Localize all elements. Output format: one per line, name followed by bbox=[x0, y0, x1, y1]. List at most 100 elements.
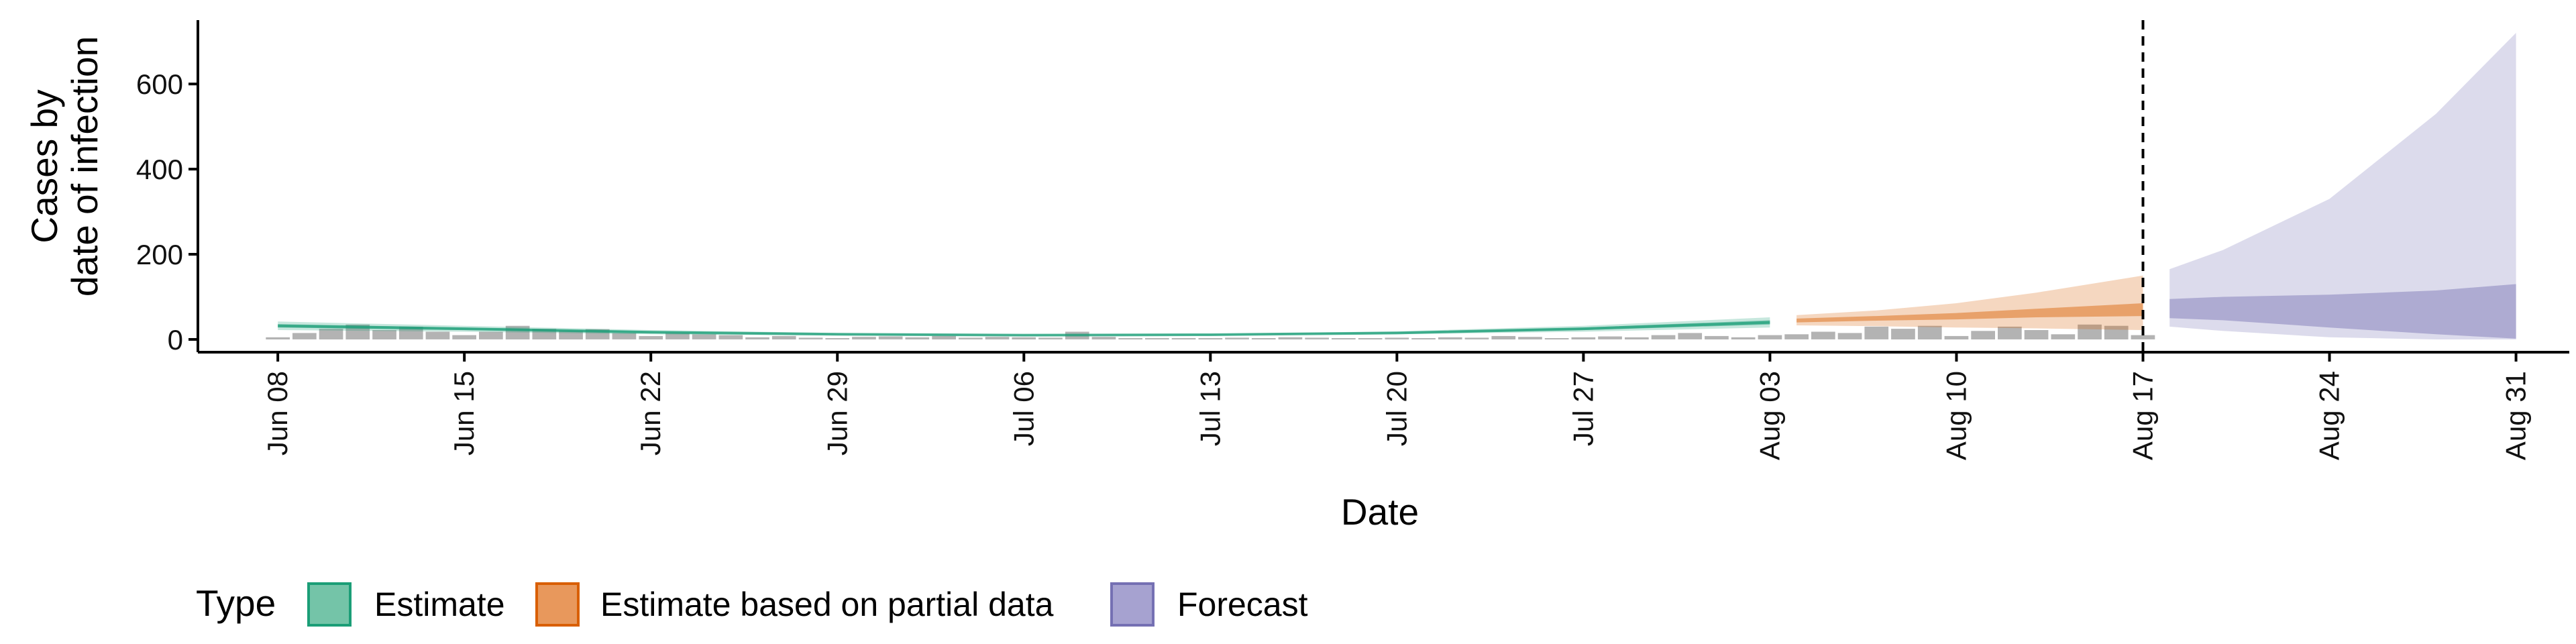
case-bar-2020-08-04 bbox=[1784, 334, 1809, 339]
x-tick-label-2020-06-22: Jun 22 bbox=[635, 371, 666, 455]
partial-band-90 bbox=[1796, 275, 2143, 330]
legend-item-estimate: Estimate bbox=[307, 582, 505, 627]
case-bar-2020-07-28 bbox=[1598, 336, 1622, 339]
case-bar-2020-07-20 bbox=[1385, 337, 1409, 339]
y-tick-label-0: 0 bbox=[168, 324, 183, 356]
case-bar-2020-06-13 bbox=[398, 326, 423, 339]
case-bar-2020-07-05 bbox=[985, 337, 1010, 339]
x-tick-label-2020-08-17: Aug 17 bbox=[2127, 371, 2159, 460]
x-tick-label-2020-08-03: Aug 03 bbox=[1754, 371, 1785, 460]
legend-label-forecast: Forecast bbox=[1177, 586, 1308, 623]
case-bar-2020-07-30 bbox=[1651, 335, 1676, 339]
x-tick-label-2020-07-27: Jul 27 bbox=[1567, 371, 1599, 446]
legend-item-forecast: Forecast bbox=[1110, 582, 1308, 627]
case-bar-2020-07-22 bbox=[1438, 337, 1462, 339]
case-bar-2020-06-27 bbox=[771, 335, 796, 339]
case-bar-2020-06-26 bbox=[745, 337, 769, 339]
case-bar-2020-07-18 bbox=[1332, 338, 1356, 339]
case-bar-2020-08-08 bbox=[1891, 329, 1915, 339]
case-bar-2020-08-03 bbox=[1758, 335, 1782, 339]
case-bar-2020-07-01 bbox=[878, 336, 903, 339]
case-bar-2020-07-24 bbox=[1491, 335, 1516, 339]
case-bar-2020-08-09 bbox=[1917, 325, 1942, 339]
case-bar-2020-07-25 bbox=[1518, 337, 1542, 339]
case-bar-2020-07-29 bbox=[1625, 337, 1649, 339]
case-bar-2020-07-21 bbox=[1411, 338, 1436, 339]
legend-swatch-estimate bbox=[307, 582, 352, 627]
legend-swatch-forecast bbox=[1110, 582, 1155, 627]
x-tick-label-2020-08-24: Aug 24 bbox=[2314, 371, 2345, 460]
x-tick-label-2020-07-20: Jul 20 bbox=[1381, 371, 1412, 446]
case-bar-2020-08-17 bbox=[2131, 335, 2155, 339]
case-bar-2020-07-03 bbox=[932, 335, 956, 339]
case-bar-2020-07-13 bbox=[1198, 338, 1223, 339]
legend: Type Estimate Estimate based on partial … bbox=[196, 582, 1308, 627]
x-tick-label-2020-06-29: Jun 29 bbox=[821, 371, 853, 455]
y-axis-title: Cases by date of infection bbox=[23, 36, 105, 297]
case-bar-2020-06-30 bbox=[852, 337, 876, 339]
case-bar-2020-08-01 bbox=[1705, 335, 1729, 339]
legend-title: Type bbox=[196, 582, 276, 624]
case-bar-2020-06-28 bbox=[798, 337, 823, 339]
case-bar-2020-06-23 bbox=[665, 333, 690, 339]
y-tick-label-400: 400 bbox=[136, 154, 183, 185]
case-bar-2020-06-15 bbox=[452, 335, 476, 339]
case-bar-2020-06-12 bbox=[372, 330, 396, 339]
y-tick-label-600: 600 bbox=[136, 68, 183, 100]
case-bar-2020-07-04 bbox=[959, 337, 983, 339]
case-bar-2020-08-14 bbox=[2051, 334, 2076, 339]
x-tick-label-2020-08-10: Aug 10 bbox=[1941, 371, 1972, 460]
case-bar-2020-06-29 bbox=[825, 338, 850, 339]
case-bar-2020-06-14 bbox=[425, 331, 450, 339]
y-axis-title-line-2: date of infection bbox=[64, 36, 105, 297]
case-bar-2020-07-11 bbox=[1145, 338, 1169, 339]
case-bar-2020-08-06 bbox=[1837, 333, 1862, 339]
case-bar-2020-07-31 bbox=[1678, 333, 1703, 339]
case-bar-2020-06-21 bbox=[612, 333, 637, 339]
case-bar-2020-07-27 bbox=[1571, 337, 1596, 339]
case-bar-2020-07-23 bbox=[1464, 337, 1489, 339]
case-bar-2020-07-12 bbox=[1171, 338, 1196, 339]
forecast-band-50 bbox=[2169, 284, 2516, 339]
forecast-band-90 bbox=[2169, 33, 2516, 339]
case-bar-2020-08-10 bbox=[1944, 335, 1969, 339]
x-axis-title: Date bbox=[1341, 491, 1419, 533]
partial-band-50 bbox=[1796, 303, 2143, 323]
case-bar-2020-07-06 bbox=[1012, 337, 1036, 339]
x-tick-label-2020-06-15: Jun 15 bbox=[448, 371, 480, 455]
x-tick-label-2020-06-08: Jun 08 bbox=[262, 371, 293, 455]
legend-label-estimate: Estimate bbox=[374, 586, 505, 623]
case-bar-2020-08-07 bbox=[1864, 326, 1889, 339]
y-axis-title-line-1: Cases by bbox=[23, 89, 65, 244]
case-bar-2020-06-19 bbox=[559, 331, 583, 339]
case-bar-2020-07-09 bbox=[1091, 337, 1116, 339]
case-bar-2020-06-10 bbox=[319, 329, 343, 339]
case-bar-2020-06-08 bbox=[266, 337, 290, 339]
plot-area: 0 200 400 600 Jun 08 Jun 15 Jun 22 Jun 29 Jul 06… bbox=[136, 20, 2569, 460]
case-bar-2020-07-16 bbox=[1278, 337, 1303, 339]
case-bar-2020-06-16 bbox=[479, 331, 503, 339]
case-bar-2020-08-13 bbox=[2024, 330, 2049, 339]
case-bar-2020-07-07 bbox=[1038, 337, 1063, 339]
case-bar-2020-08-15 bbox=[2078, 324, 2102, 339]
case-bar-2020-08-16 bbox=[2104, 325, 2129, 339]
case-bar-2020-07-26 bbox=[1544, 338, 1569, 339]
estimate-median-line bbox=[278, 321, 1770, 337]
case-bar-2020-08-11 bbox=[1971, 331, 1995, 339]
case-bar-2020-07-19 bbox=[1358, 338, 1383, 339]
case-bar-2020-08-12 bbox=[1998, 326, 2022, 339]
case-bar-2020-07-10 bbox=[1118, 338, 1142, 339]
case-bar-2020-08-02 bbox=[1731, 337, 1756, 339]
case-bar-2020-07-14 bbox=[1225, 337, 1249, 339]
case-bar-2020-07-17 bbox=[1305, 337, 1329, 339]
legend-item-partial: Estimate based on partial data bbox=[535, 582, 1054, 627]
x-tick-label-2020-08-31: Aug 31 bbox=[2500, 371, 2532, 460]
x-tick-label-2020-07-13: Jul 13 bbox=[1194, 371, 1226, 446]
case-bar-2020-06-24 bbox=[692, 334, 716, 339]
case-bar-2020-07-02 bbox=[905, 337, 930, 339]
case-bar-2020-06-25 bbox=[718, 335, 743, 339]
legend-label-partial: Estimate based on partial data bbox=[600, 586, 1054, 623]
case-bar-2020-08-05 bbox=[1811, 331, 1835, 339]
case-bar-2020-06-09 bbox=[292, 333, 317, 339]
